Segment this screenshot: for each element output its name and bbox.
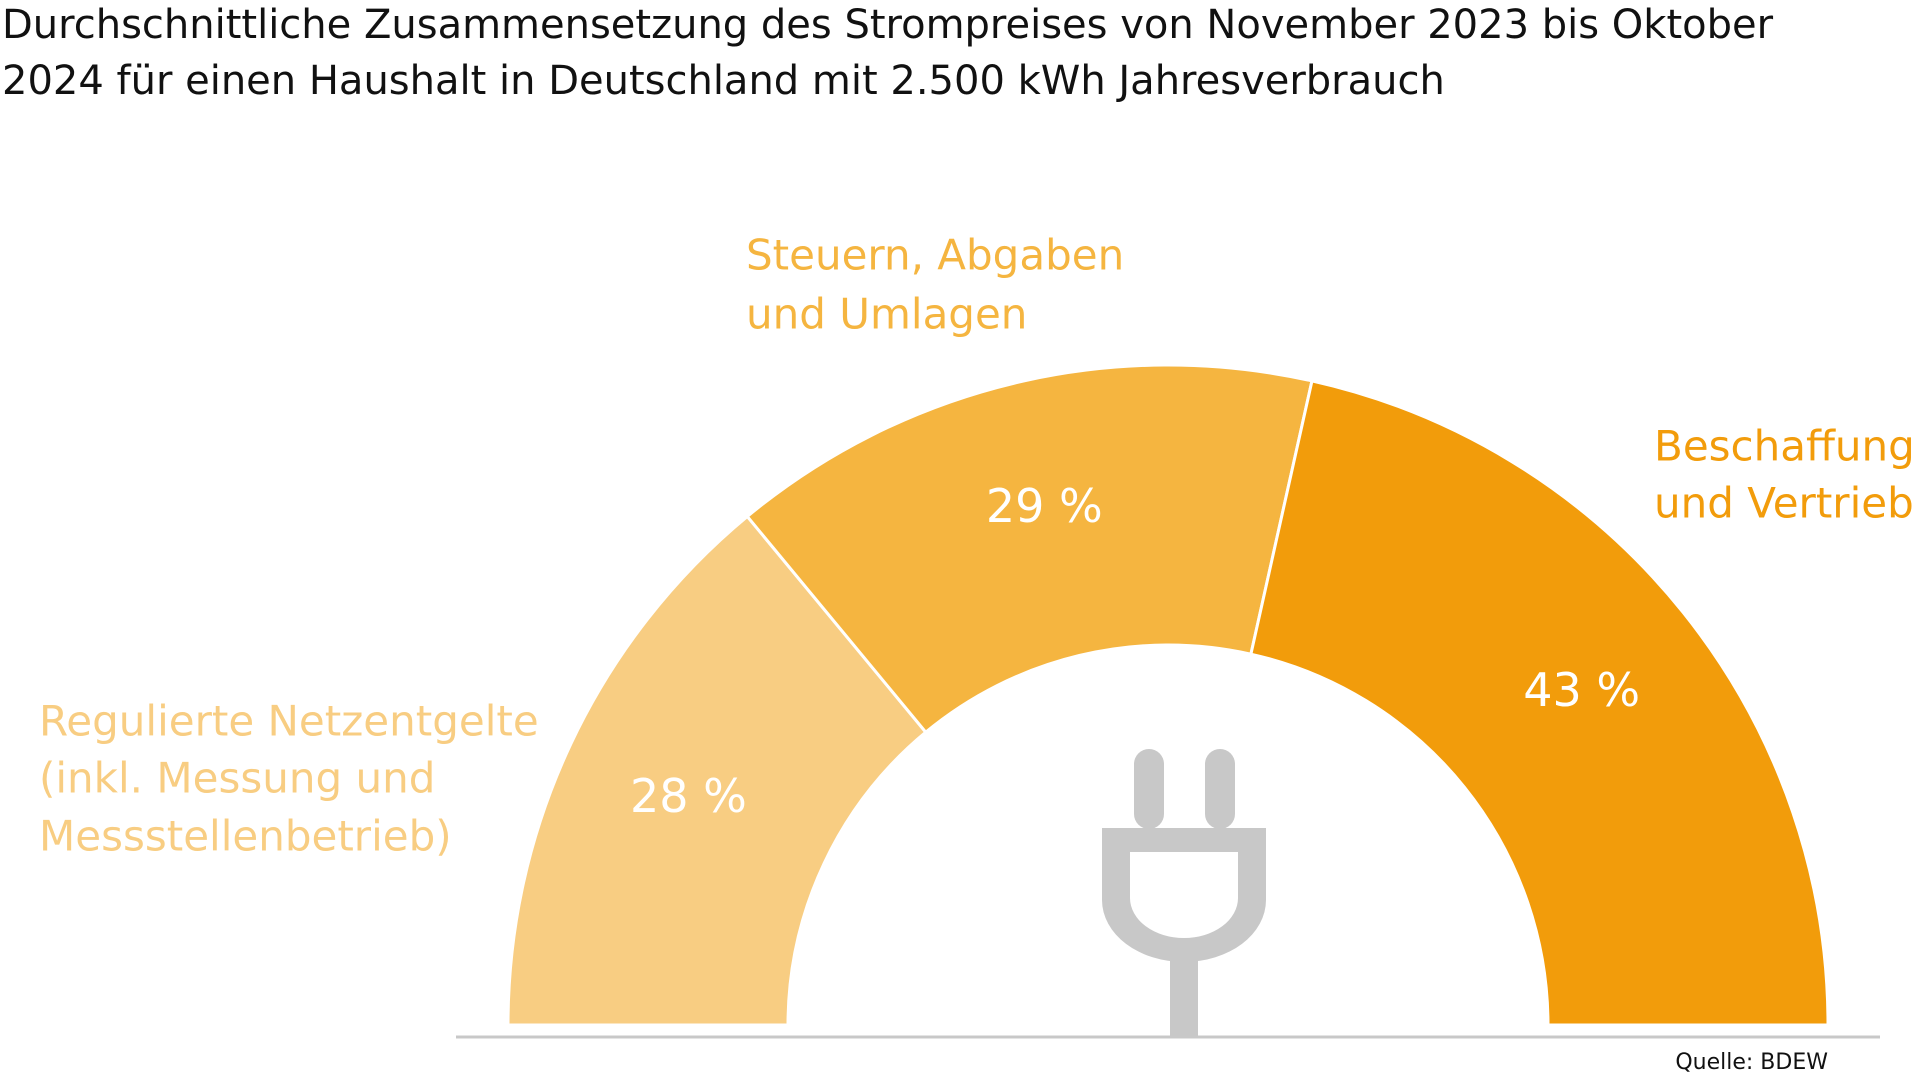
value-label: 28 % xyxy=(630,769,747,823)
chart-title: Durchschnittliche Zusammensetzung des St… xyxy=(2,2,1774,48)
category-label: und Vertrieb xyxy=(1654,479,1914,528)
plug-prong xyxy=(1134,749,1164,829)
source: Quelle: BDEW xyxy=(1675,1050,1828,1075)
category-label: (inkl. Messung und xyxy=(39,754,435,803)
segment xyxy=(745,363,1314,735)
category-label: und Umlagen xyxy=(746,290,1027,339)
segment xyxy=(506,514,928,1027)
plug-body xyxy=(1102,828,1266,962)
segment xyxy=(1249,379,1830,1027)
plug-icon xyxy=(1102,749,1266,1037)
value-label: 43 % xyxy=(1523,663,1640,717)
category-label: Messstellenbetrieb) xyxy=(39,812,452,861)
value-label: 29 % xyxy=(986,479,1103,533)
plug-cable xyxy=(1170,955,1198,1037)
plug-prong xyxy=(1205,749,1235,829)
category-label: Steuern, Abgaben xyxy=(746,231,1124,280)
category-label: Beschaffung xyxy=(1654,422,1915,471)
category-label: Regulierte Netzentgelte xyxy=(39,697,539,746)
chart-title: 2024 für einen Haushalt in Deutschland m… xyxy=(2,58,1445,104)
